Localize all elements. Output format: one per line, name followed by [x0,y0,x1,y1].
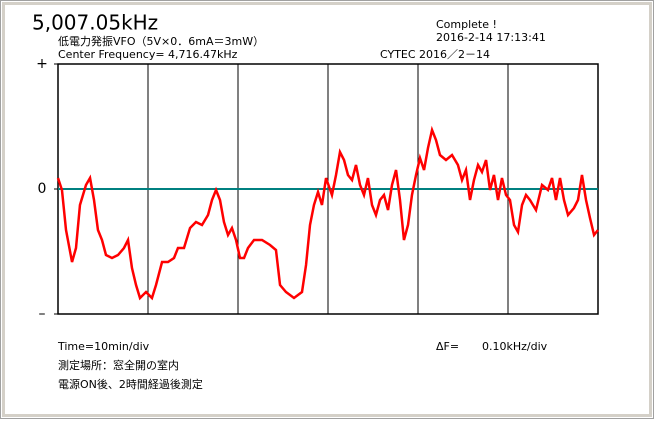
y-scale: 0.10kHz/div [482,340,548,353]
y-tick-label: + [36,56,48,72]
y-tick-label: – [39,306,46,322]
y-axis-label: ΔF= [436,340,459,353]
center-frequency: Center Frequency= 4,716.47kHz [58,48,238,61]
data-line [56,125,599,301]
note: 電源ON後、2時間経過後測定 [58,377,203,391]
note: 測定場所：窓全開の室内 [58,358,179,372]
chart-title: 5,007.05kHz [32,11,158,35]
y-tick-label: 0 [38,181,47,197]
subtitle: 低電力発振VFO（5V×0．6mA＝3mW） [58,34,264,48]
status: Complete ! [436,18,497,31]
x-axis-label: Time=10min/div [57,340,150,353]
timestamp: 2016-2-14 17:13:41 [436,31,546,44]
credit: CYTEC 2016／2－14 [380,48,490,61]
window-border [2,2,652,417]
